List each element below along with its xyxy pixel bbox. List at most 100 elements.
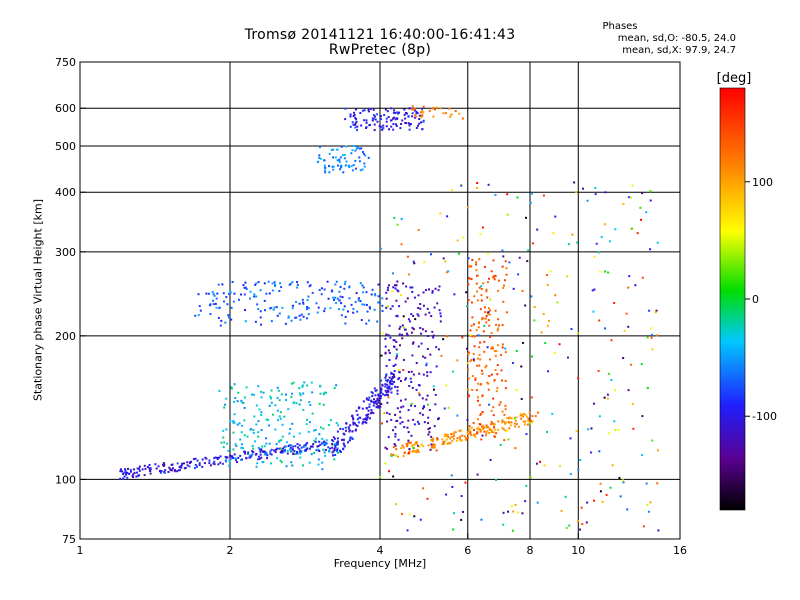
data-point [149,467,152,470]
data-point [366,310,369,313]
data-point [501,379,504,382]
data-point [306,442,309,445]
data-point [450,435,453,438]
data-point [379,118,382,121]
data-point [406,444,409,447]
data-point [461,510,464,513]
data-point [247,451,250,454]
data-point [576,332,579,335]
data-point [380,391,383,394]
data-point [477,418,480,421]
data-point [170,463,173,466]
data-point [521,289,524,292]
data-point [138,469,141,472]
data-point [352,307,355,310]
data-point [442,338,445,341]
data-point [357,299,360,302]
data-point [254,320,257,323]
data-point [302,301,305,304]
data-point [439,212,442,215]
data-point [323,391,326,394]
data-point [496,344,499,347]
data-point [586,501,589,504]
data-point [456,239,459,242]
data-point [288,432,291,435]
data-point [487,312,490,315]
data-point [614,429,617,432]
data-point [303,449,306,452]
data-point [296,452,299,455]
data-point [385,125,388,128]
data-point [471,259,474,262]
data-point [372,404,375,407]
data-point [487,183,490,186]
data-point [497,327,500,330]
data-point [407,122,410,125]
data-point [216,456,219,459]
data-point [441,438,444,441]
data-point [502,511,505,514]
data-point [243,293,246,296]
data-point [329,419,332,422]
data-point [352,311,355,314]
data-point [431,106,434,109]
data-point [255,465,258,468]
data-point [339,286,342,289]
data-point [458,112,461,115]
data-point [353,145,356,148]
data-point [386,380,389,383]
data-point [338,290,341,293]
data-point [323,159,326,162]
data-point [213,463,216,466]
data-point [274,428,277,431]
data-point [520,412,523,415]
data-point [412,447,415,450]
data-point [605,493,608,496]
data-point [356,425,359,428]
data-point [219,455,222,458]
data-point [401,421,404,424]
data-point [396,112,399,115]
data-point [393,375,396,378]
data-point [456,359,459,362]
data-point [300,450,303,453]
data-point [493,350,496,353]
data-point [346,310,349,313]
data-point [176,462,179,465]
data-point [422,304,425,307]
data-point [434,443,437,446]
data-point [523,412,526,415]
data-point [233,421,236,424]
data-point [269,307,272,310]
data-point [382,124,385,127]
data-point [294,445,297,448]
data-point [220,441,223,444]
data-point [382,332,385,335]
data-point [224,321,227,324]
data-point [627,389,630,392]
data-point [487,307,490,310]
data-point [378,397,381,400]
data-point [468,427,471,430]
data-point [396,386,399,389]
data-point [437,348,440,351]
colorbar-label: [deg] [717,71,752,86]
data-point [310,381,313,384]
data-point [289,282,292,285]
data-point [239,438,242,441]
data-point [655,334,658,337]
data-point [398,344,401,347]
data-point [381,422,384,425]
data-point [529,422,532,425]
data-point [392,446,395,449]
data-point [290,450,293,453]
data-point [313,439,316,442]
data-point [393,345,396,348]
data-point [411,108,414,111]
data-point [419,518,422,521]
data-point [362,151,365,154]
data-point [127,467,130,470]
data-point [194,464,197,467]
y-tick-label: 400 [55,186,76,199]
data-point [631,403,634,406]
